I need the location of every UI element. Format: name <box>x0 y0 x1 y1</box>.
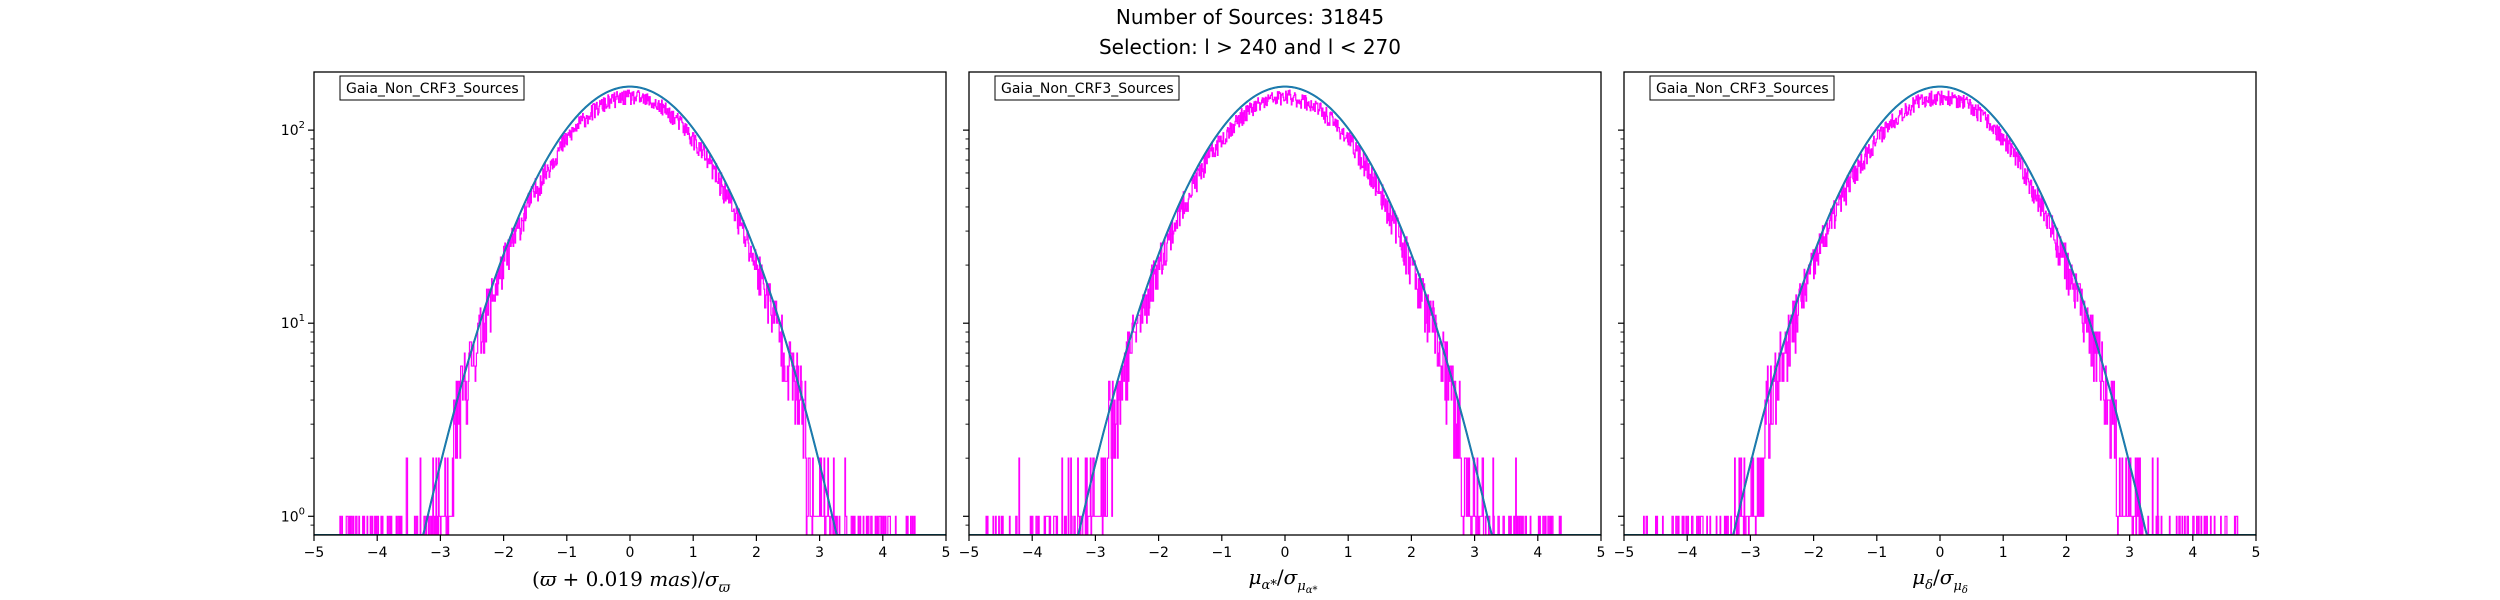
xlabel-pmra: μα*/σμα* <box>1249 565 1318 596</box>
xlabel-pmdec: μδ/σμδ <box>1912 565 1968 596</box>
x-tick-label: −3 <box>430 545 451 561</box>
legend-box <box>994 75 1180 101</box>
x-tick-label: 0 <box>626 545 635 561</box>
x-tick-label: 0 <box>1936 545 1945 561</box>
x-tick-label: 1 <box>1999 545 2008 561</box>
axes-frame <box>313 71 947 536</box>
legend-label: Gaia_Non_CRF3_Sources <box>346 81 519 97</box>
legend-label: Gaia_Non_CRF3_Sources <box>1656 81 1829 97</box>
x-tick-label: −2 <box>493 545 514 561</box>
gaussian-fit-line <box>1624 85 2256 535</box>
x-tick-label: −1 <box>556 545 577 561</box>
x-tick-label: −4 <box>367 545 388 561</box>
x-tick-label: 2 <box>752 545 761 561</box>
histogram-series <box>985 89 1562 535</box>
subplot-parallax: −5 −4 −3 −2 −1 0 1 2 3 4 5 100 101 102 Gaia_Non_CRF3_S… <box>281 71 951 561</box>
gaussian-fit-line <box>314 85 946 535</box>
x-tick-label: −4 <box>1022 545 1043 561</box>
x-tick-label: 1 <box>1344 545 1353 561</box>
histogram-series <box>1642 90 2239 535</box>
x-tick-label: 2 <box>1407 545 1416 561</box>
x-tick-label: 4 <box>2188 545 2197 561</box>
x-tick-label: −5 <box>959 545 980 561</box>
axes-frame <box>968 71 1602 536</box>
y-tick-label: 100 <box>281 506 305 525</box>
legend-box <box>1649 75 1835 101</box>
gaussian-fit-line <box>969 85 1601 535</box>
subplot-pmdec: −5 −4 −3 −2 −1 0 1 2 3 4 5 Gaia_Non_CRF3_Sources <box>1614 71 2261 561</box>
x-tick-label: −3 <box>1740 545 1761 561</box>
legend-label: Gaia_Non_CRF3_Sources <box>1001 81 1174 97</box>
figure-title-line1: Number of Sources: 31845 <box>1116 5 1384 29</box>
gaussian-fit-shadow <box>1624 85 2256 535</box>
xlabel-parallax: (ϖ + 0.019 mas)/σϖ <box>532 567 731 596</box>
histogram-series <box>339 89 916 535</box>
x-tick-label: 5 <box>1597 545 1606 561</box>
x-tick-label: 0 <box>1281 545 1290 561</box>
figure-title-line2: Selection: l > 240 and l < 270 <box>1099 35 1401 59</box>
x-tick-label: 3 <box>815 545 824 561</box>
x-tick-label: −3 <box>1085 545 1106 561</box>
axes-frame <box>1623 71 2257 536</box>
y-tick-label: 102 <box>281 120 305 139</box>
x-tick-label: −1 <box>1866 545 1887 561</box>
legend-box <box>339 75 525 101</box>
x-tick-label: −4 <box>1677 545 1698 561</box>
gaussian-fit-shadow <box>314 85 946 535</box>
x-tick-label: 2 <box>2062 545 2071 561</box>
x-tick-label: 5 <box>2252 545 2261 561</box>
x-tick-label: 3 <box>2125 545 2134 561</box>
x-tick-label: 5 <box>942 545 951 561</box>
x-tick-label: 1 <box>689 545 698 561</box>
x-tick-label: 4 <box>878 545 887 561</box>
subplot-pmra: −5 −4 −3 −2 −1 0 1 2 3 4 5 Gaia_Non_CRF3_Sources <box>959 71 1606 561</box>
x-tick-label: −2 <box>1148 545 1169 561</box>
gaussian-fit-shadow <box>969 85 1601 535</box>
x-tick-label: −1 <box>1211 545 1232 561</box>
x-tick-label: −2 <box>1803 545 1824 561</box>
y-tick-label: 101 <box>281 313 305 332</box>
x-tick-label: −5 <box>304 545 325 561</box>
x-tick-label: −5 <box>1614 545 1635 561</box>
x-tick-label: 3 <box>1470 545 1479 561</box>
x-tick-label: 4 <box>1533 545 1542 561</box>
